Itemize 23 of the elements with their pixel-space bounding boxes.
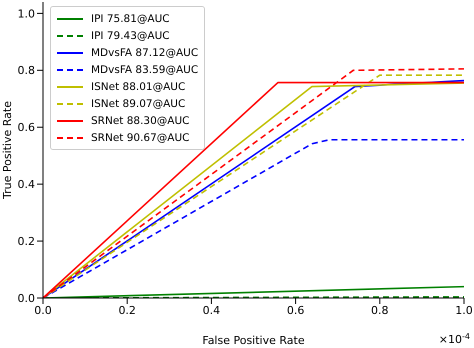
x-axis-title: False Positive Rate [202, 334, 305, 347]
x-tick-label: 1.0 [455, 304, 473, 317]
legend-label: SRNet 88.30@AUC [91, 114, 190, 126]
x-tick-label: 0.2 [118, 304, 136, 317]
y-tick-label: 0.6 [18, 121, 35, 134]
x-tick-label: 0.6 [286, 304, 304, 317]
y-tick-label: 0.0 [18, 292, 35, 305]
legend-label: IPI 75.81@AUC [91, 12, 170, 24]
legend-label: IPI 79.43@AUC [91, 30, 170, 42]
legend-label: SRNet 90.67@AUC [91, 132, 190, 144]
y-tick-label: 0.8 [18, 64, 35, 78]
x-tick-label: 0.8 [371, 304, 389, 317]
y-tick-label: 0.2 [18, 234, 35, 248]
x-tick-label: 0.0 [34, 304, 52, 317]
x-tick-label: 0.4 [202, 304, 220, 317]
legend-label: MDvsFA 87.12@AUC [91, 46, 198, 58]
y-axis-title: True Positive Rate [1, 100, 14, 200]
legend-label: ISNet 89.07@AUC [91, 98, 186, 110]
legend-label: ISNet 88.01@AUC [91, 80, 186, 92]
text: ×10$^{-4}$ [438, 332, 470, 346]
y-tick-label: 0.4 [18, 178, 35, 192]
legend-label: MDvsFA 83.59@AUC [91, 64, 198, 76]
y-tick-label: 1.0 [18, 7, 35, 20]
